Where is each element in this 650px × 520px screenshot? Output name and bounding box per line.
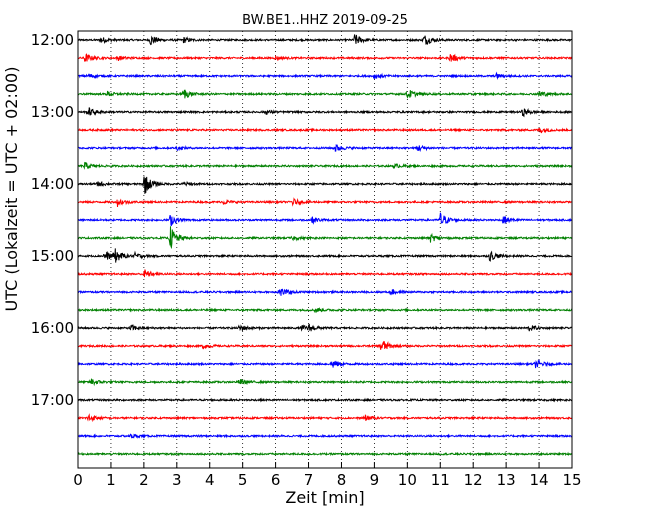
x-tick-label: 9 — [370, 471, 380, 489]
x-tick-label: 2 — [139, 471, 149, 489]
seismogram-trace — [77, 144, 573, 153]
seismogram-trace — [77, 127, 573, 134]
seismogram-trace — [77, 226, 573, 250]
seismogram-trace — [77, 34, 573, 46]
x-tick-label: 8 — [337, 471, 347, 489]
seismogram-trace — [77, 53, 573, 62]
x-tick-label: 12 — [464, 471, 483, 489]
seismogram-trace — [77, 161, 573, 170]
y-tick-label: 13:00 — [31, 103, 74, 121]
x-tick-label: 15 — [562, 471, 581, 489]
seismogram-trace — [77, 397, 573, 403]
x-tick-label: 11 — [431, 471, 450, 489]
x-tick-label: 4 — [205, 471, 215, 489]
seismogram-trace — [77, 340, 573, 350]
seismogram-trace — [77, 71, 573, 81]
x-tick-label: 7 — [304, 471, 314, 489]
seismogram-trace — [77, 323, 573, 332]
x-axis-label: Zeit [min] — [285, 488, 364, 507]
y-tick-label: 14:00 — [31, 175, 74, 193]
seismogram-trace — [77, 433, 573, 439]
y-axis-label: UTC (Lokalzeit = UTC + 02:00) — [2, 67, 21, 312]
seismogram-trace — [77, 359, 573, 369]
seismogram-trace — [77, 212, 573, 227]
x-tick-label: 14 — [530, 471, 549, 489]
x-tick-label: 5 — [238, 471, 248, 489]
seismogram-trace — [77, 269, 573, 278]
seismogram-trace — [77, 248, 573, 263]
seismogram-trace — [77, 197, 573, 208]
x-tick-label: 13 — [497, 471, 516, 489]
y-tick-label: 16:00 — [31, 319, 74, 337]
trace-group — [77, 34, 573, 457]
seismogram-trace — [77, 378, 573, 387]
y-tick-label: 12:00 — [31, 31, 74, 49]
seismogram-trace — [77, 88, 573, 99]
seismogram-trace — [77, 307, 573, 314]
seismogram-trace — [77, 176, 573, 194]
seismogram-trace — [77, 288, 573, 296]
x-tick-label: 6 — [271, 471, 281, 489]
y-tick-label: 17:00 — [31, 391, 74, 409]
y-tick-label: 15:00 — [31, 247, 74, 265]
seismogram-trace — [77, 451, 573, 457]
x-tick-label: 3 — [172, 471, 182, 489]
x-tick-label: 0 — [73, 471, 83, 489]
plot-frame — [77, 30, 573, 469]
x-tick-label: 10 — [398, 471, 417, 489]
chart-title: BW.BE1..HHZ 2019-09-25 — [242, 13, 408, 28]
seismogram-trace — [77, 413, 573, 423]
y-axis: 12:00 13:00 14:00 15:00 16:00 17:00 — [31, 31, 84, 409]
x-tick-label: 1 — [106, 471, 116, 489]
vertical-grid — [110, 31, 540, 468]
seismogram-trace — [77, 107, 572, 118]
x-axis: 0 1 2 3 4 5 6 7 8 9 10 11 12 13 14 15 — [73, 462, 582, 489]
